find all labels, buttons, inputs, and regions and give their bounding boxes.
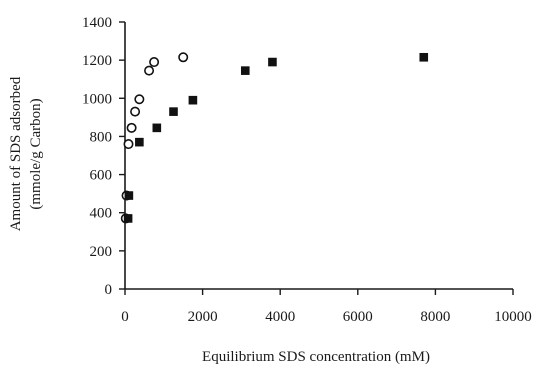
y-tick-label: 1200 — [82, 53, 112, 69]
y-axis-title-line-2: (mmole/g Carbon) — [28, 98, 44, 209]
x-tick-labels: 0 2000 4000 6000 8000 10000 — [121, 309, 532, 325]
y-tick-label: 200 — [90, 244, 113, 260]
x-tick-label: 8000 — [420, 309, 450, 325]
y-tick-label: 800 — [90, 129, 113, 145]
data-point-filled-square — [135, 137, 144, 147]
data-point-open-circle — [130, 106, 141, 117]
tick-marks — [119, 21, 514, 295]
data-point-filled-square — [268, 57, 277, 67]
y-axis-title-line-1: Amount of SDS adsorbed — [8, 76, 24, 231]
x-tick-label: 4000 — [265, 309, 295, 325]
x-tick-label: 6000 — [343, 309, 373, 325]
x-tick-label: 10000 — [494, 309, 532, 325]
data-point-filled-square — [188, 95, 198, 105]
axes — [124, 22, 513, 290]
data-point-filled-square — [123, 214, 133, 223]
data-point-filled-square — [169, 107, 178, 116]
data-point-open-circle — [144, 65, 155, 76]
data-markers — [120, 52, 429, 224]
y-tick-labels: 0 200 400 600 800 1000 1200 1400 — [82, 15, 112, 298]
data-point-filled-square — [152, 123, 162, 133]
y-tick-label: 0 — [105, 282, 113, 298]
x-axis-title: Equilibrium SDS concentration (mM) — [202, 349, 430, 365]
x-tick-label: 0 — [121, 309, 129, 325]
y-tick-label: 1000 — [82, 91, 112, 107]
data-point-filled-square — [124, 191, 134, 200]
data-point-open-circle — [149, 57, 160, 68]
data-point-open-circle — [134, 94, 145, 105]
data-point-open-circle — [126, 122, 137, 133]
y-axis-title: Amount of SDS adsorbed (mmole/g Carbon) — [8, 76, 44, 231]
data-point-open-circle — [123, 139, 134, 150]
y-tick-label: 1400 — [82, 15, 112, 31]
data-point-filled-square — [419, 52, 429, 62]
x-tick-label: 2000 — [188, 309, 218, 325]
y-tick-label: 600 — [90, 168, 113, 184]
data-point-open-circle — [178, 52, 189, 63]
data-point-filled-square — [240, 66, 250, 75]
y-tick-label: 400 — [90, 206, 113, 222]
